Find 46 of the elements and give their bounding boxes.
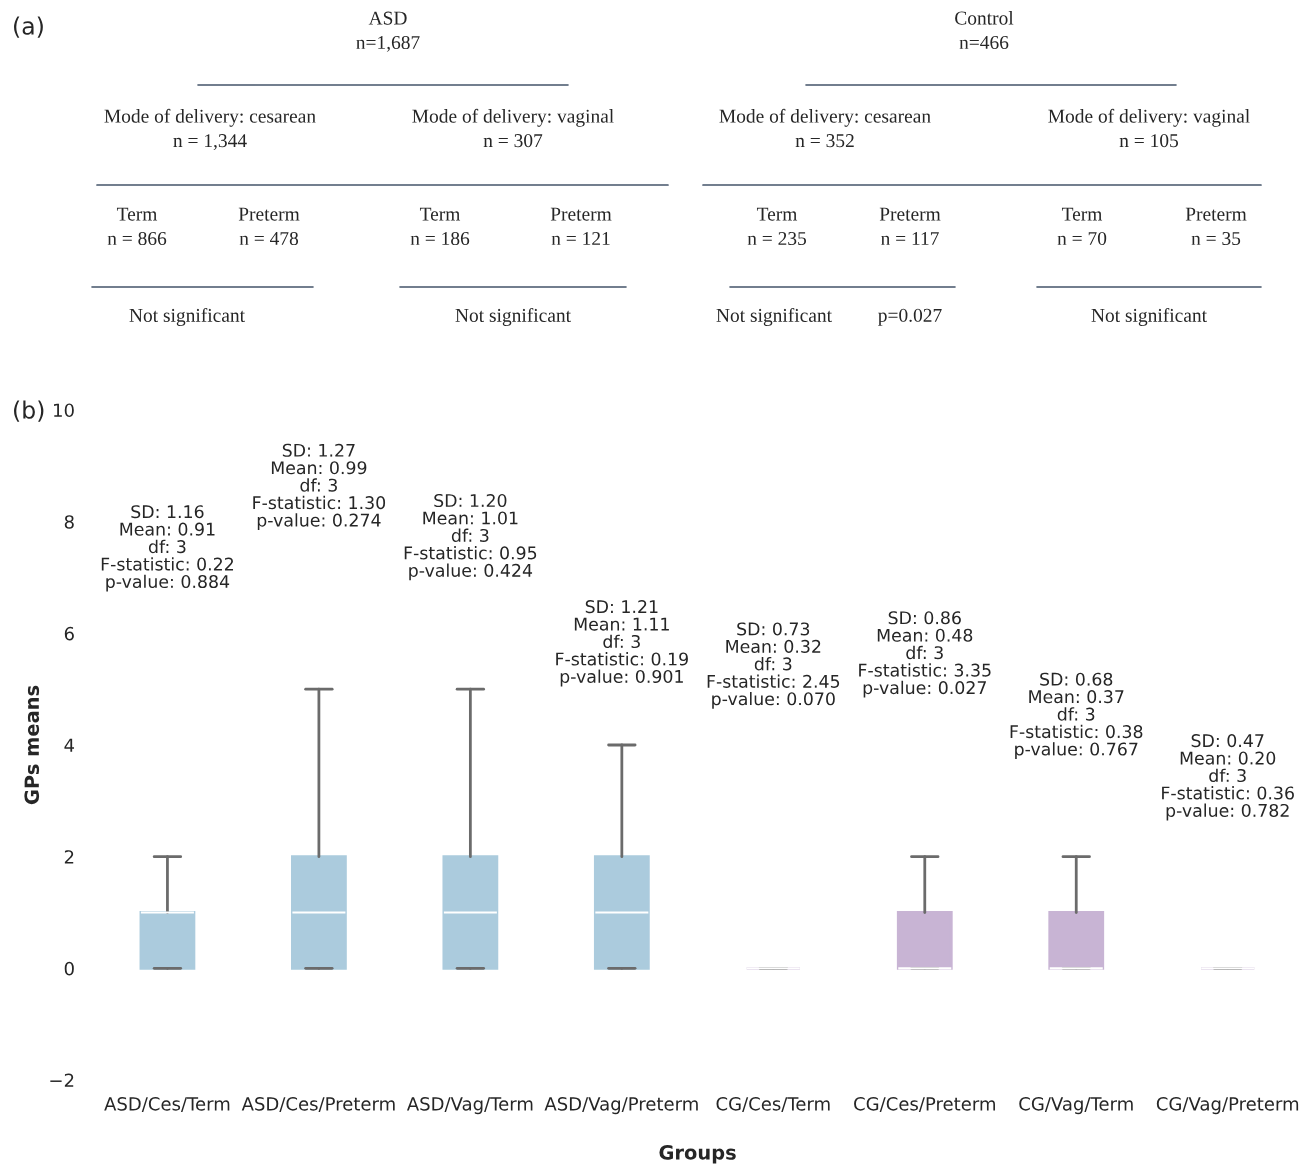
text: Term n = 866 bbox=[107, 207, 167, 246]
text: Term n = 70 bbox=[1057, 207, 1107, 246]
y-tick-label: 6 bbox=[64, 626, 74, 641]
annotation: SD: 1.20 Mean: 1.01 df: 3 F-statistic: 0.95 p-value: 0.424 bbox=[404, 493, 537, 581]
text: Mode of delivery: cesarean n = 1,344 bbox=[104, 108, 316, 150]
annotation: SD: 1.27 Mean: 0.99 df: 3 F-statistic: 1.30 p-value: 0.274 bbox=[253, 443, 386, 531]
text: Preterm n = 117 bbox=[879, 207, 941, 245]
annotation: SD: 0.86 Mean: 0.48 df: 3 F-statistic: 3.35 p-value: 0.027 bbox=[859, 611, 991, 698]
text: Not significant bbox=[716, 308, 832, 326]
text: Preterm n = 478 bbox=[238, 207, 300, 246]
text: Term n = 235 bbox=[747, 207, 807, 246]
annotation: SD: 0.68 Mean: 0.37 df: 3 F-statistic: 0.38 p-value: 0.767 bbox=[1010, 672, 1143, 759]
y-tick-label: −2 bbox=[50, 1073, 74, 1087]
text: Mode of delivery: vaginal n = 105 bbox=[1048, 108, 1250, 148]
text: Not significant bbox=[129, 308, 245, 326]
chart-title: (b) bbox=[14, 400, 44, 422]
text: p=0.027 bbox=[878, 308, 942, 326]
text: Mode of delivery: vaginal n = 307 bbox=[412, 108, 614, 148]
y-tick-label: 10 bbox=[54, 403, 74, 418]
y-tick-label: 8 bbox=[64, 515, 74, 529]
y-tick-label: 2 bbox=[64, 850, 74, 864]
text: (a) bbox=[14, 16, 43, 38]
annotation: SD: 0.47 Mean: 0.20 df: 3 F-statistic: 0.36 p-value: 0.782 bbox=[1162, 734, 1294, 821]
text: Preterm n = 35 bbox=[1185, 207, 1247, 246]
text: Preterm n = 121 bbox=[550, 207, 612, 245]
annotation: SD: 0.73 Mean: 0.32 df: 3 F-statistic: 2.45 p-value: 0.070 bbox=[707, 622, 840, 709]
x-tick-label: ASD/Ces/Preterm bbox=[241, 1096, 395, 1113]
text: Not significant bbox=[455, 308, 571, 326]
y-axis-title: GPs means bbox=[24, 685, 40, 805]
text: Mode of delivery: cesarean n = 352 bbox=[719, 108, 931, 148]
x-axis-title: Groups bbox=[659, 1145, 736, 1164]
text: Control n=466 bbox=[955, 10, 1014, 50]
x-tick-label: CG/Vag/Preterm bbox=[1156, 1096, 1299, 1115]
y-tick-label: 0 bbox=[64, 961, 74, 976]
y-tick-label: 4 bbox=[64, 738, 75, 752]
text: ASD n=1,687 bbox=[356, 11, 420, 52]
annotation: SD: 1.16 Mean: 0.91 df: 3 F-statistic: 0.22 p-value: 0.884 bbox=[101, 505, 234, 592]
text: Not significant bbox=[1091, 308, 1207, 326]
annotation: SD: 1.21 Mean: 1.11 df: 3 F-statistic: 0.19 p-value: 0.901 bbox=[556, 600, 688, 687]
x-tick-label: ASD/Vag/Term bbox=[406, 1096, 533, 1115]
x-tick-label: ASD/Vag/Preterm bbox=[544, 1096, 698, 1115]
x-tick-label: CG/Ces/Preterm bbox=[854, 1096, 995, 1113]
x-tick-label: CG/Ces/Term bbox=[716, 1096, 830, 1113]
x-tick-label: CG/Vag/Term bbox=[1019, 1096, 1133, 1115]
text: Term n = 186 bbox=[410, 207, 470, 246]
x-tick-label: ASD/Ces/Term bbox=[104, 1096, 230, 1113]
